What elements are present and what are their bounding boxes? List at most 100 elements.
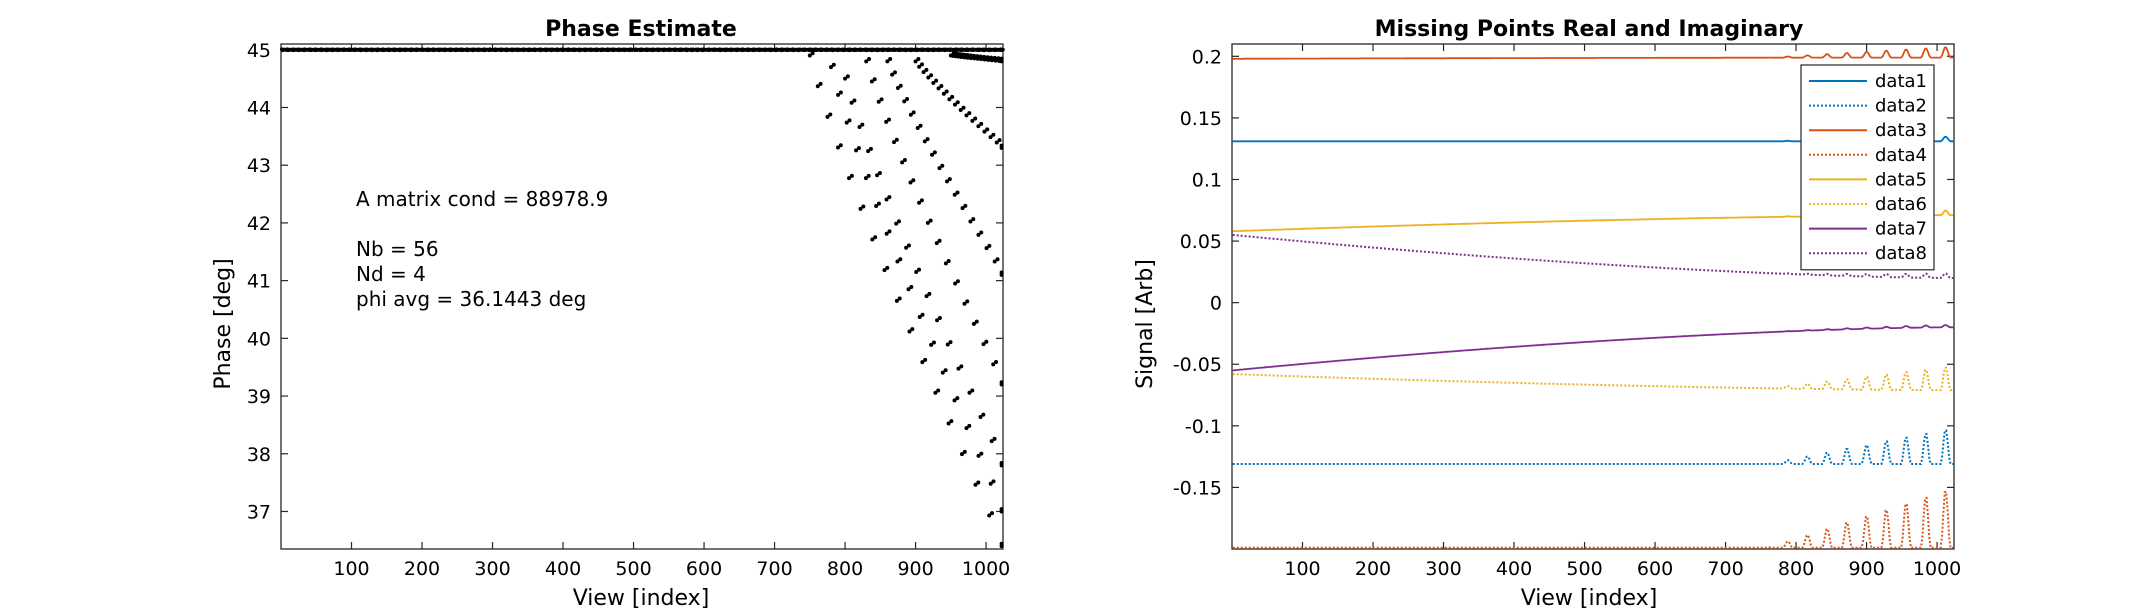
legend-label-data8: data8 <box>1875 243 1927 264</box>
phase-point <box>925 137 930 142</box>
phase-x-tick-label: 100 <box>333 558 369 580</box>
series-line-data2 <box>1232 429 1954 465</box>
phase-point <box>843 76 848 81</box>
phase-point <box>953 281 958 286</box>
phase-point <box>847 176 852 181</box>
phase-point <box>908 112 913 117</box>
phase-point <box>962 449 967 454</box>
phase-point <box>928 218 933 223</box>
series-line-data7 <box>1232 324 1954 372</box>
phase-point <box>925 220 930 225</box>
nb-annotation: Nb = 56 <box>356 237 439 261</box>
signal-series <box>1232 46 1954 549</box>
signal-x-tick-label: 300 <box>1425 558 1461 580</box>
signal-y-tick-label: 0.2 <box>1192 46 1222 68</box>
phase-point <box>919 198 924 203</box>
phase-x-tick-label: 700 <box>756 558 792 580</box>
phase-point <box>973 482 978 487</box>
signal-plot-title: Missing Points Real and Imaginary <box>1375 17 1804 42</box>
phase-point <box>958 108 963 113</box>
phase-point <box>898 257 903 262</box>
phase-point <box>999 380 1004 385</box>
legend: data1 data2 data3 data4 data5 data6 data7 data8 <box>1800 64 1935 271</box>
phase-point <box>810 51 815 56</box>
missing-points-panel: Missing Points Real and Imaginary 100 200… <box>1133 17 1961 611</box>
phase-point <box>884 231 889 236</box>
phase-point <box>962 55 967 60</box>
phase-point <box>971 217 976 222</box>
phase-point <box>910 327 915 332</box>
signal-y-tick-label: 0 <box>1210 293 1222 315</box>
phase-point <box>836 92 841 97</box>
phase-point <box>895 86 900 91</box>
phase-x-tick-label: 900 <box>897 558 933 580</box>
phase-point <box>952 398 957 403</box>
phase-point <box>967 423 972 428</box>
matrix-cond-annotation: A matrix cond = 88978.9 <box>356 187 608 211</box>
phase-x-tick-label: 600 <box>686 558 722 580</box>
phase-point <box>993 58 998 63</box>
phase-point <box>970 388 975 393</box>
phase-point <box>982 57 987 62</box>
phase-point <box>931 340 936 345</box>
phase-point <box>948 340 953 345</box>
phase-x-tick-label: 300 <box>474 558 510 580</box>
signal-x-tick-label: 600 <box>1637 558 1673 580</box>
phase-point <box>918 123 923 128</box>
phase-point <box>991 132 996 137</box>
phase-point <box>1001 47 1005 52</box>
phase-point <box>921 70 926 75</box>
phase-point <box>879 97 884 102</box>
signal-y-tick-label: 0.1 <box>1192 169 1222 191</box>
signal-x-tick-label: 1000 <box>1913 558 1961 580</box>
phase-point <box>894 221 899 226</box>
phase-point <box>877 170 882 175</box>
phase-point <box>973 116 978 121</box>
phase-point <box>955 100 960 105</box>
phase-point <box>914 269 919 274</box>
phase-point <box>890 72 895 77</box>
phase-point <box>898 83 903 88</box>
phase-point <box>959 54 964 59</box>
signal-axes-box <box>1231 43 1955 550</box>
phase-y-tick-label: 37 <box>247 501 271 523</box>
phase-point <box>937 238 942 243</box>
phase-point <box>971 321 976 326</box>
phase-point <box>946 421 951 426</box>
phase-y-tick-label: 41 <box>247 271 271 293</box>
phase-point <box>985 127 990 132</box>
legend-label-data1: data1 <box>1875 71 1927 92</box>
phase-point <box>887 195 892 200</box>
phase-point <box>968 219 973 224</box>
phase-point <box>923 357 928 362</box>
phase-axes-box <box>280 43 1004 550</box>
phase-point <box>976 232 981 237</box>
phase-point <box>906 243 911 248</box>
phase-point <box>892 70 897 75</box>
phase-point <box>936 388 941 393</box>
phase-point <box>962 301 967 306</box>
phase-point <box>945 342 950 347</box>
phase-point <box>917 315 922 320</box>
phase-point <box>884 119 889 124</box>
phase-point <box>815 84 820 89</box>
phase-point <box>931 80 936 85</box>
phase-point <box>872 77 877 82</box>
phase-point <box>894 137 899 142</box>
phase-y-tick-label: 45 <box>247 40 271 62</box>
nd-annotation: Nd = 4 <box>356 262 426 286</box>
phase-point <box>847 118 852 123</box>
phase-point <box>807 53 812 58</box>
signal-x-tick-label: 800 <box>1778 558 1814 580</box>
phase-point <box>984 339 989 344</box>
phase-point <box>860 122 865 127</box>
phase-point <box>831 62 836 67</box>
phase-point <box>932 150 937 155</box>
phase-point <box>920 312 925 317</box>
phase-point <box>999 143 1004 148</box>
phase-point <box>976 480 981 485</box>
phase-point <box>916 57 921 62</box>
phase-point <box>828 112 833 117</box>
phase-point <box>863 176 868 181</box>
